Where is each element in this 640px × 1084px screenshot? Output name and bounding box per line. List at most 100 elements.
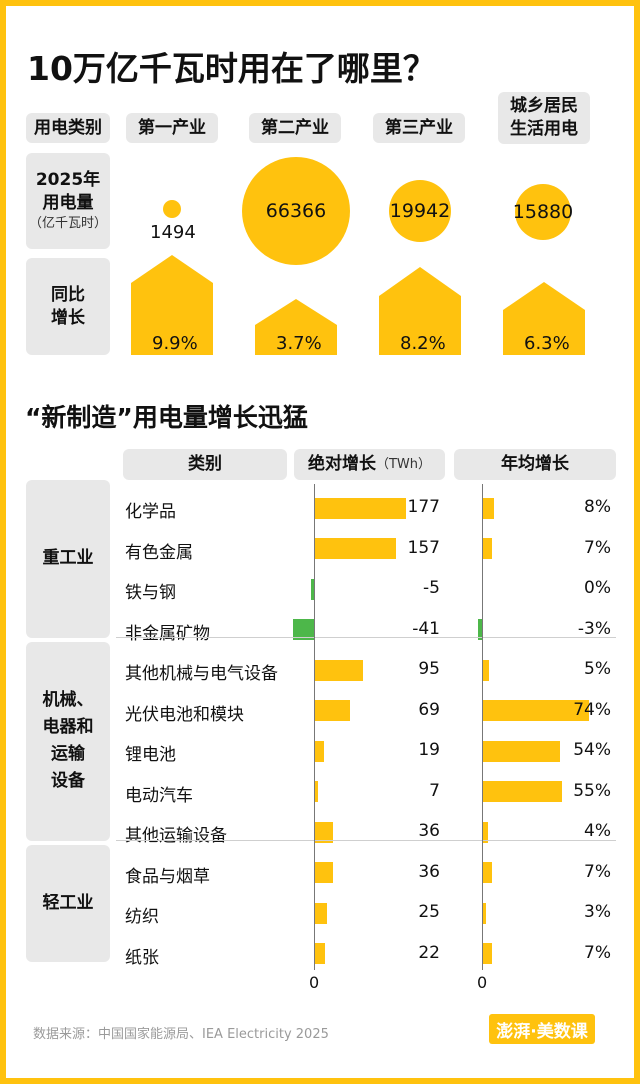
consumption-value-tertiary: 19942 [389, 200, 451, 222]
growth-label-line1: 同比 [51, 284, 85, 305]
item-label: 化学品 [125, 502, 176, 523]
abs-value: 157 [407, 537, 440, 558]
pct-value: 7% [584, 537, 611, 558]
group-label-line: 重工业 [42, 548, 94, 569]
pct-value: 55% [573, 780, 611, 801]
growth-value-tertiary: 8.2% [400, 333, 446, 354]
item-label: 食品与烟草 [125, 866, 210, 887]
consumption-bubble-residential: 15880 [512, 184, 574, 240]
growth-value-residential: 6.3% [524, 333, 570, 354]
pct-value: 54% [573, 740, 611, 761]
abs-value: -41 [412, 618, 440, 639]
abs-bar [314, 902, 327, 924]
growth-shape-residential [503, 282, 585, 355]
pct-axis [482, 484, 483, 970]
consumption-bubble-secondary: 66366 [242, 157, 350, 265]
pct-value: 3% [584, 902, 611, 923]
group-label-line: 运输 [51, 744, 85, 765]
item-label: 有色金属 [125, 542, 193, 563]
group-separator [116, 637, 616, 638]
pct-value: 7% [584, 861, 611, 882]
abs-bar [314, 497, 407, 519]
category-header-pill: 用电类别 [26, 113, 110, 143]
pct-value: -3% [577, 618, 611, 639]
group-label-line: 轻工业 [42, 892, 94, 913]
consumption-label-pill: 2025年 用电量 （亿千瓦时） [26, 153, 110, 249]
growth-value-secondary: 3.7% [276, 333, 322, 354]
section-title: “新制造”用电量增长迅猛 [25, 403, 308, 432]
pct-bar [482, 659, 490, 681]
pct-bar [482, 497, 494, 519]
pct-value: 0% [584, 578, 611, 599]
category-header: 用电类别 [34, 117, 102, 138]
axis-zero-pct: 0 [477, 973, 488, 992]
column-name: 第二产业 [261, 117, 329, 138]
item-label: 非金属矿物 [125, 623, 210, 644]
item-label: 铁与钢 [125, 583, 176, 604]
source-note: 数据来源：中国国家能源局、IEA Electricity 2025 [33, 1027, 329, 1042]
pct-value: 74% [573, 699, 611, 720]
header-annual-pill: 年均增长 [454, 449, 616, 480]
group-label: 重工业 [26, 480, 110, 638]
abs-value: -5 [423, 578, 440, 599]
abs-bar [292, 619, 314, 641]
column-header-tertiary: 第三产业 [373, 113, 465, 143]
consumption-value-primary: 1494 [150, 222, 196, 243]
group-label-line: 设备 [51, 771, 85, 792]
column-name-line2: 生活用电 [510, 119, 578, 139]
abs-bar [314, 943, 326, 965]
item-label: 电动汽车 [125, 785, 193, 806]
abs-value: 177 [407, 497, 440, 518]
abs-bar [314, 659, 364, 681]
abs-bar [311, 578, 314, 600]
item-label: 锂电池 [125, 745, 176, 766]
item-label: 纺织 [125, 907, 159, 928]
item-label: 其他机械与电气设备 [125, 664, 278, 685]
item-label: 光伏电池和模块 [125, 704, 244, 725]
abs-bar [314, 862, 333, 884]
consumption-label-line1: 2025年 [35, 170, 101, 191]
group-label-line: 机械、 [42, 689, 94, 710]
pct-value: 5% [584, 659, 611, 680]
abs-value: 19 [418, 740, 440, 761]
column-header-primary: 第一产业 [126, 113, 218, 143]
consumption-label-line2: 用电量 [42, 193, 94, 214]
column-header-residential: 城乡居民 生活用电 [498, 92, 590, 144]
consumption-value-secondary: 66366 [265, 200, 327, 222]
header-absolute-unit: （TWh） [375, 456, 432, 472]
consumption-bubble-tertiary: 19942 [389, 180, 451, 242]
pct-bar [482, 538, 493, 560]
consumption-value-residential: 15880 [512, 201, 574, 223]
header-annual: 年均增长 [501, 454, 569, 475]
growth-value-primary: 9.9% [152, 333, 198, 354]
header-category: 类别 [188, 454, 222, 475]
pct-bar [482, 700, 590, 722]
pct-bar [482, 740, 561, 762]
growth-shape-primary [131, 255, 213, 355]
abs-value: 95 [418, 659, 440, 680]
pct-bar [482, 781, 562, 803]
abs-axis [314, 484, 315, 970]
item-label: 纸张 [125, 947, 159, 968]
consumption-unit: （亿千瓦时） [28, 216, 107, 232]
group-label-line: 电器和 [42, 717, 94, 738]
abs-value: 25 [418, 902, 440, 923]
abs-bar [314, 781, 318, 803]
abs-bar [314, 700, 350, 722]
consumption-bubble-primary [163, 200, 181, 218]
abs-value: 7 [429, 780, 440, 801]
item-label: 其他运输设备 [125, 826, 227, 847]
brand-logo-text: 澎湃·美数课 [496, 1021, 588, 1042]
pct-bar [482, 943, 493, 965]
column-name: 第三产业 [385, 117, 453, 138]
pct-bar [482, 821, 488, 843]
pct-bar [482, 902, 487, 924]
growth-label-line2: 增长 [51, 307, 85, 328]
page-title: 10万亿千瓦时用在了哪里？ [27, 49, 436, 88]
group-separator [116, 839, 616, 841]
abs-value: 36 [418, 861, 440, 882]
abs-value: 36 [418, 821, 440, 842]
abs-bar [314, 821, 333, 843]
growth-shape-secondary [255, 299, 337, 355]
pct-value: 7% [584, 942, 611, 963]
